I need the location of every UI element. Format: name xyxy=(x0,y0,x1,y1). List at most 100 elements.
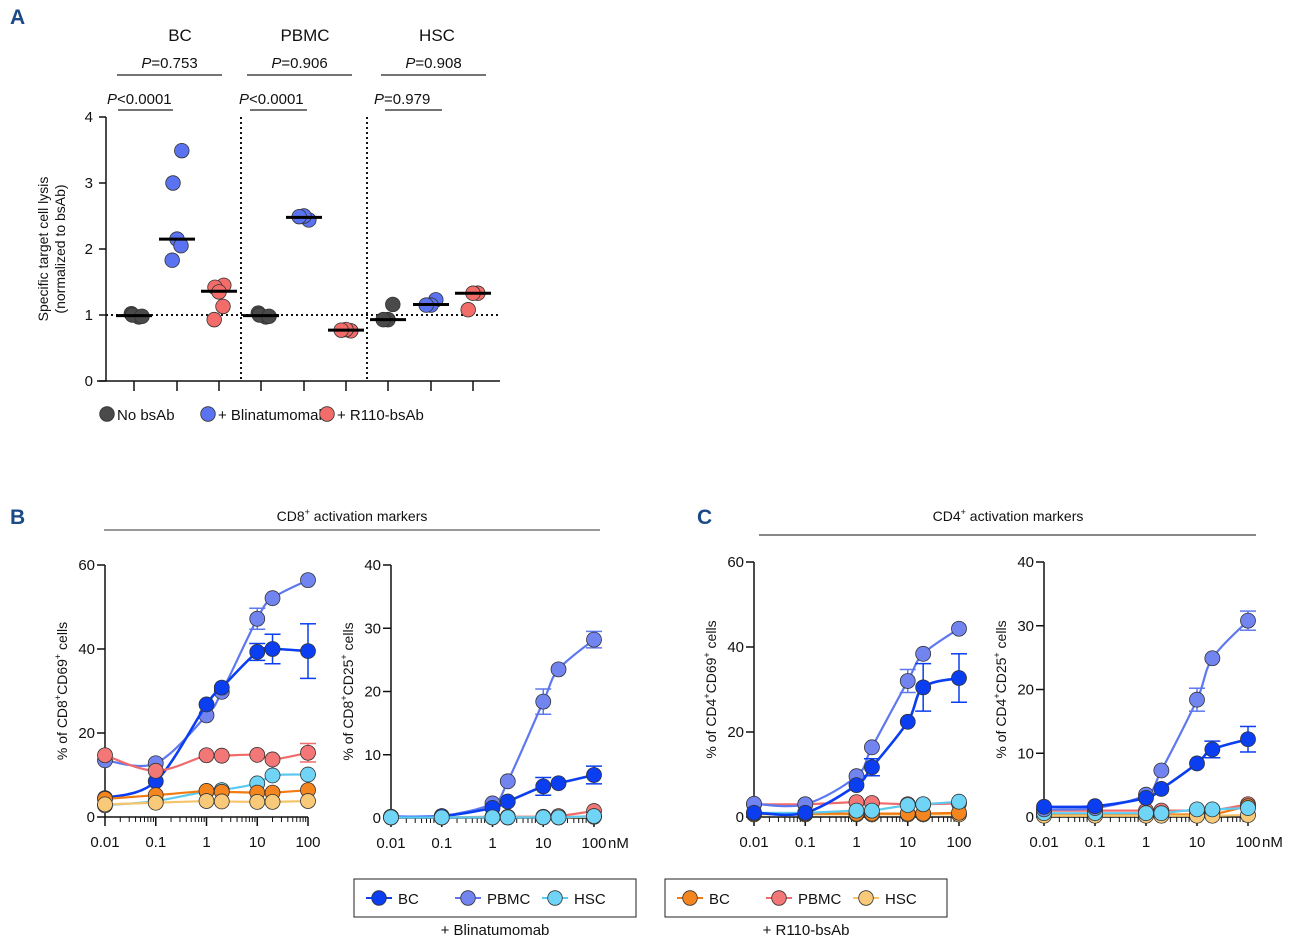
p-value-bottom: P<0.0001 xyxy=(107,91,172,108)
y-axis-title: % of CD4+CD69+ cells xyxy=(702,620,719,758)
y-axis-title: % of CD8+CD69+ cells xyxy=(53,622,70,760)
data-point xyxy=(198,696,215,713)
legend-frame xyxy=(664,878,948,918)
data-point xyxy=(1087,798,1103,815)
x-tick-label: 0.1 xyxy=(1085,834,1106,851)
header-title: CD4+ activation markers xyxy=(933,507,1084,524)
x-tick-label: 1 xyxy=(202,834,210,851)
data-point xyxy=(899,797,916,813)
chart-cd8-cd25: 0 10 20 30 40 0.01 0.1 1 10 100 nM % of CD8+CD25+ c… xyxy=(339,557,629,852)
group-title: PBMC xyxy=(280,26,329,45)
data-point xyxy=(97,747,113,764)
chart-cd8-cd69: 0 20 40 60 0.01 0.1 1 10 100 % of CD8+CD69+ cells xyxy=(53,557,321,851)
y-tick-label: 20 xyxy=(1017,682,1034,699)
x-tick-label: 100 xyxy=(1235,834,1260,851)
data-point xyxy=(499,773,516,790)
p-value-top: P=0.753 xyxy=(141,55,197,72)
x-tick-label: 0.01 xyxy=(739,834,768,851)
y-tick-label: 0 xyxy=(373,810,381,827)
series-r110_pbmc xyxy=(97,742,316,779)
legend-marker xyxy=(858,890,874,906)
y-axis-title: Specific target cell lysis(normalized to… xyxy=(35,177,68,322)
bc-legends: BC PBMC HSC + Blinatumomab BC PBMC HSC + R110-b… xyxy=(353,878,948,939)
y-tick-label: 0 xyxy=(85,373,93,390)
x-tick-label: 1 xyxy=(852,834,860,851)
x-tick-label: 1 xyxy=(488,835,496,852)
y-axis-title-line1: Specific target cell lysis xyxy=(35,177,51,322)
x-tick-label: 0.01 xyxy=(376,835,405,852)
legend-marker xyxy=(371,890,387,906)
data-point xyxy=(213,747,230,764)
chart-cd4-cd69: 0 20 40 60 0.01 0.1 1 10 100 % of CD4+CD69+ cells xyxy=(702,554,972,851)
data-point xyxy=(535,809,552,826)
data-point xyxy=(97,796,113,813)
legend-label: BC xyxy=(398,891,419,908)
data-point xyxy=(951,793,967,810)
data-point xyxy=(264,751,281,768)
data-point xyxy=(1204,741,1221,758)
series-blin_bc xyxy=(1036,725,1256,815)
y-tick-label: 10 xyxy=(364,747,381,764)
group-pbmc: PBMC P=0.906 P<0.0001 xyxy=(239,26,364,339)
data-point xyxy=(535,778,552,795)
data-point xyxy=(147,794,164,811)
x-tick-label: 10 xyxy=(899,834,916,851)
x-tick-label: 0.01 xyxy=(90,834,119,851)
y-tick-label: 20 xyxy=(78,725,95,742)
legend-entry: PBMC xyxy=(455,890,531,908)
data-point xyxy=(300,744,316,761)
data-point xyxy=(1204,650,1221,667)
legend-label: PBMC xyxy=(487,891,531,908)
x-tick-label: 0.1 xyxy=(431,835,452,852)
y-tick-label: 20 xyxy=(727,724,744,741)
legend-marker xyxy=(547,890,563,906)
data-point xyxy=(300,572,316,589)
data-point xyxy=(249,746,266,763)
data-point xyxy=(848,777,865,794)
y-tick-label: 0 xyxy=(1026,809,1034,826)
legend-marker xyxy=(682,890,698,906)
x-tick-label: 10 xyxy=(1189,834,1206,851)
legend-entry: HSC xyxy=(542,890,606,908)
y-tick-label: 30 xyxy=(1017,618,1034,635)
y-tick-label: 10 xyxy=(1017,745,1034,762)
data-point xyxy=(1189,801,1205,818)
data-point xyxy=(586,808,602,825)
data-point xyxy=(1240,800,1256,816)
data-point xyxy=(1036,798,1052,815)
x-tick-label: 10 xyxy=(249,834,266,851)
data-point xyxy=(1153,762,1170,779)
data-point xyxy=(249,610,266,627)
x-unit-label: nM xyxy=(1262,834,1283,851)
legend-item: No bsAb xyxy=(99,406,175,424)
data-point xyxy=(499,809,516,826)
data-point xyxy=(385,296,401,313)
data-point xyxy=(1189,755,1205,772)
data-point xyxy=(206,311,222,328)
x-tick-label: 100 xyxy=(295,834,320,851)
legend-entry: PBMC xyxy=(766,890,842,908)
x-tick-label: 100 xyxy=(946,834,971,851)
data-point xyxy=(264,793,281,810)
legend-entry: BC xyxy=(366,890,419,908)
series-blin_hsc xyxy=(383,808,602,826)
data-point xyxy=(550,661,567,678)
data-point xyxy=(1204,801,1221,818)
data-point xyxy=(164,252,180,268)
legend-label: BC xyxy=(709,891,730,908)
y-tick-label: 40 xyxy=(364,557,381,574)
y-tick-label: 0 xyxy=(87,809,95,826)
data-point xyxy=(198,747,215,764)
legend-marker xyxy=(99,406,115,422)
x-unit-label: nM xyxy=(608,835,629,852)
legend-marker xyxy=(200,406,216,422)
data-point xyxy=(746,804,762,821)
data-point xyxy=(213,679,230,696)
data-point xyxy=(264,641,281,657)
data-point xyxy=(864,759,880,776)
y-axis-title: % of CD4+CD25+ cells xyxy=(992,620,1009,758)
y-tick-label: 2 xyxy=(85,241,93,258)
data-point xyxy=(915,679,932,696)
x-tick-label: 10 xyxy=(535,835,552,852)
